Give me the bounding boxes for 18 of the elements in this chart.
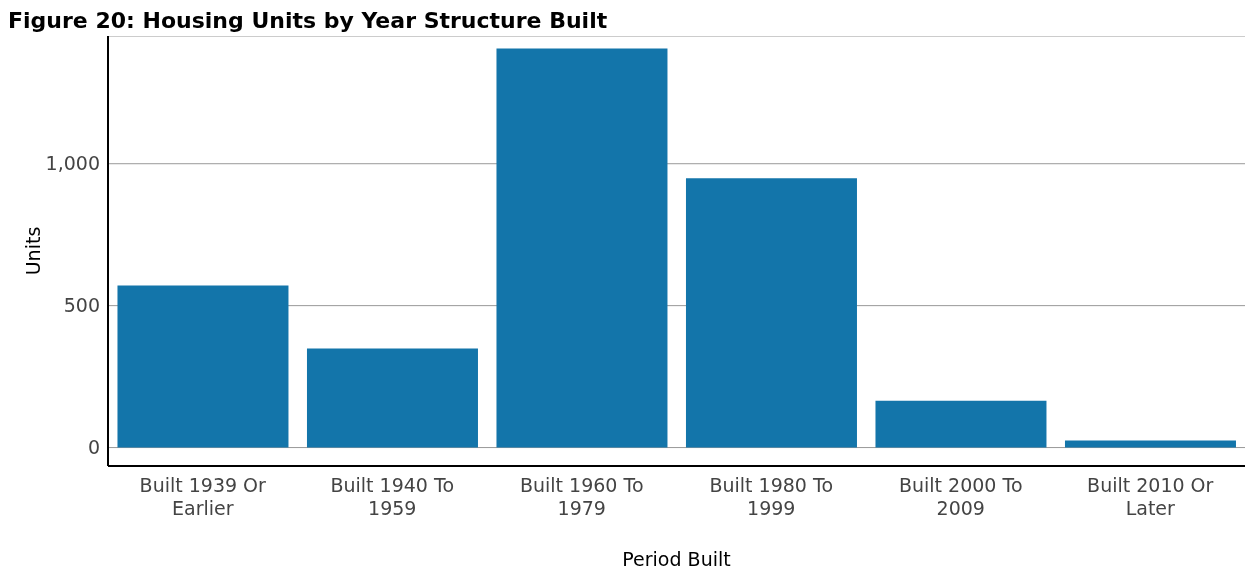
x-tick-label: Built 1939 Or Earlier: [139, 474, 267, 519]
chart-title: Figure 20: Housing Units by Year Structure Built: [8, 8, 609, 35]
y-axis-title: Units: [21, 226, 44, 276]
x-tick-label: Built 2010 Or Later: [1087, 474, 1214, 519]
bar: [306, 348, 478, 448]
x-tick-label: Built 1980 To 1999: [709, 474, 834, 519]
y-tick-label: 500: [63, 294, 100, 317]
x-tick-label: Built 1940 To 1959: [330, 474, 455, 519]
bar: [117, 285, 289, 448]
y-tick-label: 1,000: [45, 152, 100, 175]
x-axis-title: Period Built: [622, 548, 731, 570]
bar: [685, 178, 857, 448]
x-tick-label: Built 1960 To 1979: [519, 474, 644, 519]
x-tick-label: Built 2000 To 2009: [898, 474, 1023, 519]
bar: [875, 400, 1047, 448]
bar: [496, 48, 668, 448]
y-tick-label: 0: [87, 436, 100, 459]
bar: [1064, 440, 1236, 448]
